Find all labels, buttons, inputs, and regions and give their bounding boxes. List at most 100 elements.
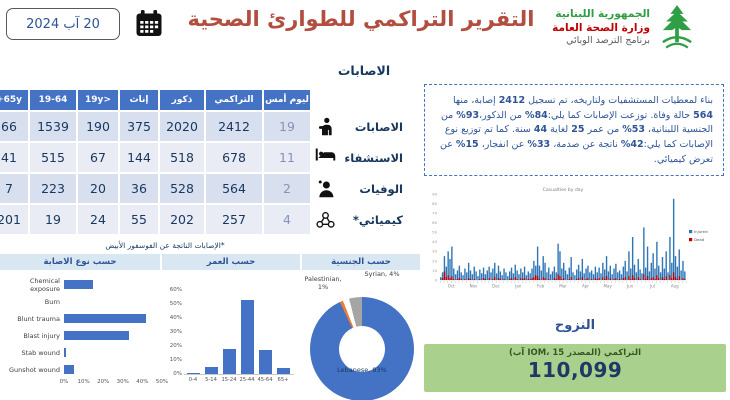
table-cell: 528	[160, 174, 204, 203]
donut-hole	[339, 326, 385, 372]
x-axis-tick: 15-24	[221, 377, 237, 383]
injury-type-track	[64, 280, 162, 289]
injury-type-label: Blunt trauma	[17, 314, 60, 323]
x-axis-tick: 45-64	[257, 377, 273, 383]
bar	[64, 314, 147, 323]
nationality-donut-chart: Palestinian, 1% Syrian, 4% Lebanese, 93%	[300, 270, 424, 400]
injury-type-label: Chemical exposure	[29, 276, 60, 293]
svg-text:40: 40	[432, 239, 437, 244]
table-cell: 67	[78, 143, 118, 172]
svg-text:May: May	[604, 284, 613, 289]
report-date-box[interactable]: 20 آب 2024	[6, 8, 120, 40]
table-cell: 11	[264, 143, 310, 172]
injuries-section-title: الاصابات	[337, 63, 391, 78]
table-cell: 36	[120, 174, 158, 203]
table-cell: 202	[160, 205, 204, 234]
donut-label-lebanese: Lebanese, 93%	[337, 366, 387, 374]
bar	[186, 373, 200, 374]
svg-text:0: 0	[435, 277, 438, 282]
injury-type-bar-chart: Chemical exposure Burn Blunt trauma Blast i…	[2, 276, 168, 396]
column-header: ليوم أمس	[264, 90, 310, 110]
org-ministry: وزارة الصحة العامة	[552, 21, 650, 34]
svg-text:80: 80	[432, 201, 437, 206]
y-axis-tick: 60%	[169, 286, 182, 293]
calendar-icon	[134, 8, 164, 39]
table-cell: 19	[30, 205, 76, 234]
svg-text:90: 90	[432, 191, 437, 196]
bar	[64, 365, 74, 374]
table-cell: 4	[264, 205, 310, 234]
svg-text:Apr: Apr	[582, 284, 589, 289]
injury-type-label: Burn	[44, 297, 60, 306]
injured-person-icon	[315, 116, 336, 137]
injury-type-row: Chemical exposure	[2, 276, 162, 293]
svg-text:Aug: Aug	[671, 284, 679, 289]
bar	[204, 367, 218, 374]
displacement-value: 110,099	[527, 358, 623, 382]
injury-type-track	[64, 331, 162, 340]
donut-label-syrian: Syrian, 4%	[364, 270, 400, 278]
summary-text-box: بناء لمعطيات المستشفيات ولتاريخه، تم تسج…	[424, 84, 724, 176]
column-header: ذكور	[160, 90, 204, 110]
svg-text:Dead: Dead	[694, 237, 705, 242]
injury-type-track	[64, 348, 162, 357]
svg-text:10: 10	[432, 268, 437, 273]
injury-type-label: Gunshot wound	[8, 365, 60, 374]
row-label-text: الاصابات	[354, 119, 403, 134]
row-label-4: كيميائي*	[312, 205, 406, 234]
column-header: 19-64	[30, 90, 76, 110]
bar	[64, 280, 94, 289]
x-axis-tick: 0-4	[188, 377, 198, 383]
svg-text:50: 50	[432, 230, 437, 235]
table-cell: 678	[206, 143, 262, 172]
column-header: <19y	[78, 90, 118, 110]
displacement-label: التراكمي (المصدر IOM، 15 آب)	[509, 348, 641, 358]
table-cell: 375	[120, 112, 158, 141]
x-axis-tick: 40%	[136, 379, 149, 385]
panel-title-nationality: حسب الجنسية	[302, 254, 420, 270]
table-cell: 515	[30, 143, 76, 172]
column-header: 65y+	[0, 90, 28, 110]
table-cell: 144	[120, 143, 158, 172]
molecule-icon	[315, 209, 336, 230]
x-axis-tick: 65+	[277, 377, 289, 383]
y-axis-tick: 0%	[173, 370, 182, 377]
x-axis: 0% 10% 20% 30% 40% 50%	[60, 378, 168, 388]
bar	[64, 331, 129, 340]
donut-label-palestinian: Palestinian, 1%	[304, 275, 342, 291]
svg-text:Dec: Dec	[492, 284, 500, 289]
table-footnote: *الإصابات الناتجة عن الفوسفور الأبيض	[105, 241, 225, 250]
bar	[64, 348, 66, 357]
svg-text:Jun: Jun	[626, 284, 634, 289]
table-cell: 66	[0, 112, 28, 141]
x-axis-tick: 50%	[155, 379, 169, 385]
row-label-text: كيميائي*	[352, 212, 403, 227]
y-axis-tick: 20%	[169, 342, 182, 349]
table-cell: 257	[206, 205, 262, 234]
svg-text:30: 30	[432, 249, 437, 254]
org-republic: الجمهورية اللبنانية	[555, 8, 650, 20]
x-axis-tick: 5-14	[205, 377, 217, 383]
y-axis-tick: 40%	[169, 314, 182, 321]
injury-type-row: Blast injury	[2, 327, 162, 344]
table-cell: 2	[264, 174, 310, 203]
bar	[258, 350, 272, 374]
svg-text:Jan: Jan	[514, 284, 522, 289]
table-cell: 2020	[160, 112, 204, 141]
table-cell: 564	[206, 174, 262, 203]
bar	[240, 299, 254, 374]
svg-text:60: 60	[432, 220, 437, 225]
table-cell: 7	[0, 174, 28, 203]
injury-type-track	[64, 365, 162, 374]
svg-text:20: 20	[432, 258, 437, 263]
svg-text:Oct: Oct	[448, 284, 455, 289]
svg-text:Feb: Feb	[537, 284, 545, 289]
table-cell: 55	[120, 205, 158, 234]
table-cell: 201	[0, 205, 28, 234]
org-program: برنامج الترصد الوبائي	[566, 35, 650, 47]
column-header: التراكمي	[206, 90, 262, 110]
panel-title-age: حسب العمر	[162, 254, 300, 270]
table-cell: 19	[264, 112, 310, 141]
